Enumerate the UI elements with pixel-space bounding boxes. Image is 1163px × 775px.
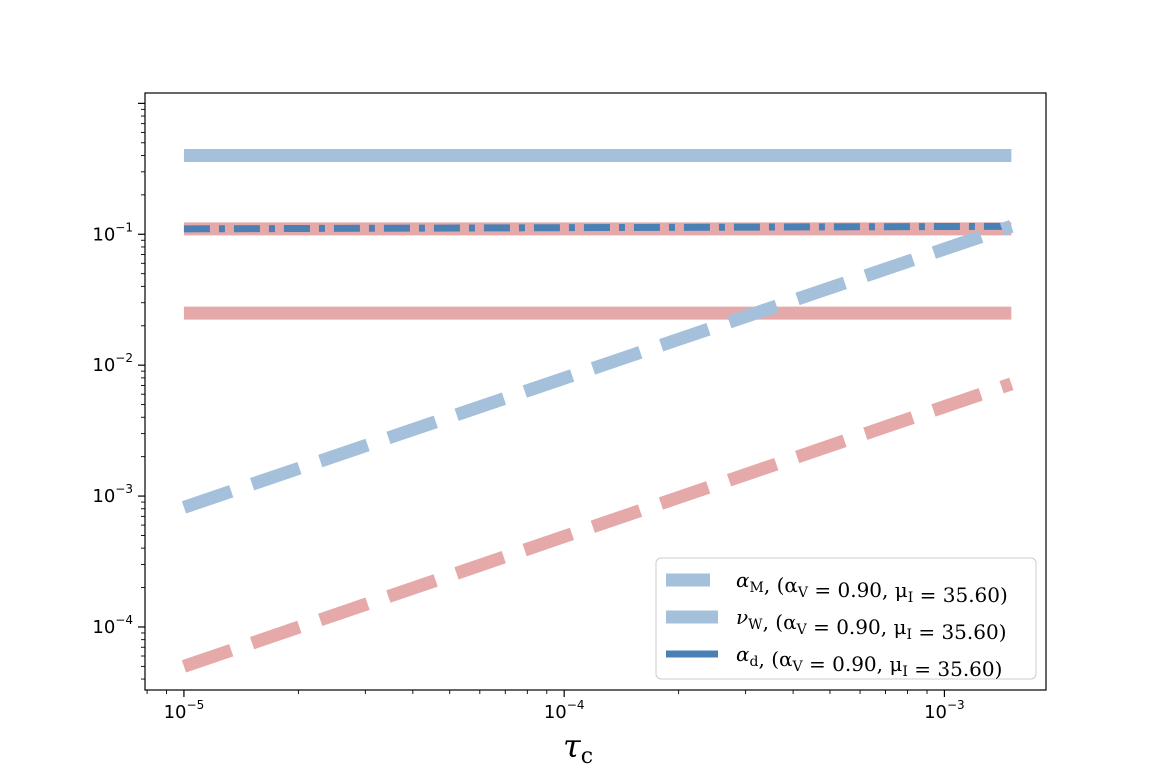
series-line-alpha-m-blue xyxy=(181,220,1014,514)
series-layer xyxy=(181,148,1014,673)
x-tick-label: 10−4 xyxy=(544,698,585,723)
y-axis: 10−4 10−3 10−2 10−1 xyxy=(92,102,145,680)
y-tick-label: 10−4 xyxy=(92,613,133,638)
x-tick-label: 10−3 xyxy=(924,698,965,723)
series-line-alpha-d-blue xyxy=(183,222,1012,233)
series-line-alpha-m-red xyxy=(181,377,1014,673)
legend-box xyxy=(655,557,1037,680)
x-tick-label: 10−5 xyxy=(164,698,205,723)
legend: αM, (αV = 0.90, μI = 35.60)νW, (αV = 0.9… xyxy=(655,557,1037,681)
y-tick-label: 10−2 xyxy=(92,351,133,376)
legend-label: αd, (αV = 0.90, μI = 35.60) xyxy=(736,642,1002,681)
x-axis-title-sub: c xyxy=(581,744,593,769)
y-tick-label: 10−3 xyxy=(92,482,133,507)
plot-frame xyxy=(144,92,1047,691)
legend-label: νW, (αV = 0.90, μI = 35.60) xyxy=(736,605,1007,644)
legend-label: αM, (αV = 0.90, μI = 35.60) xyxy=(736,568,1008,607)
y-tick-label: 10−1 xyxy=(92,220,133,245)
x-axis: 10−5 10−4 10−3 xyxy=(146,690,965,723)
x-axis-title: τc xyxy=(563,727,593,769)
